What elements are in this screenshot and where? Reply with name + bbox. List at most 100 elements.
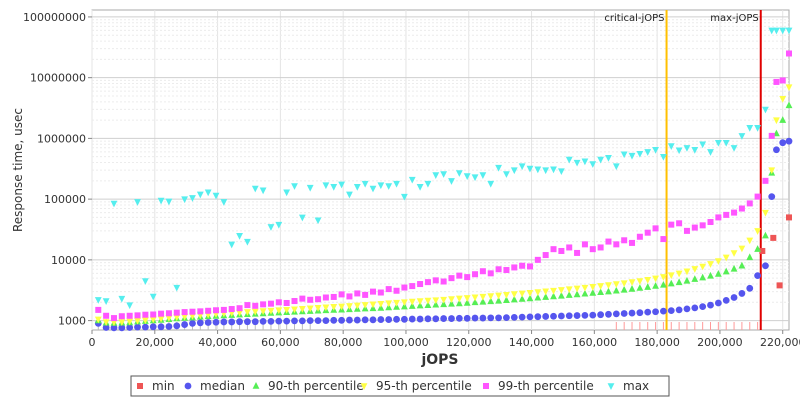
data-point: [338, 181, 346, 189]
data-point: [456, 272, 463, 279]
data-point: [565, 291, 573, 298]
data-point: [738, 290, 746, 297]
data-point: [503, 267, 510, 274]
data-point: [298, 305, 306, 313]
y-tick-label: 10000000: [30, 72, 86, 85]
data-point: [259, 308, 267, 315]
data-point: [181, 309, 188, 316]
data-point: [511, 264, 518, 271]
data-point: [385, 183, 393, 190]
data-point: [377, 300, 385, 308]
data-point: [573, 285, 581, 293]
data-point: [542, 288, 550, 296]
data-point: [683, 276, 691, 284]
data-point: [432, 172, 440, 179]
data-point: [259, 187, 267, 195]
data-point: [495, 292, 502, 300]
y-tick-label: 100000: [44, 193, 86, 206]
data-point: [510, 291, 518, 299]
data-point: [385, 300, 393, 308]
data-point: [385, 316, 393, 323]
data-point: [534, 289, 542, 296]
data-point: [314, 304, 322, 312]
legend-marker: [137, 383, 143, 389]
data-point: [773, 27, 780, 35]
legend-label: 90-th percentile: [268, 379, 364, 393]
data-point: [369, 316, 377, 324]
data-point: [463, 295, 471, 302]
y-tick-label: 1000: [58, 315, 86, 328]
data-point: [298, 317, 306, 325]
data-point: [738, 261, 746, 269]
data-point: [759, 247, 766, 254]
data-point: [142, 311, 149, 318]
data-point: [275, 317, 283, 325]
data-point: [510, 295, 518, 303]
data-point: [354, 290, 361, 297]
x-axis-title: jOPS: [420, 352, 458, 368]
data-point: [738, 205, 745, 212]
data-point: [628, 152, 636, 160]
data-point: [605, 155, 612, 162]
x-tick-label: 160,000: [572, 336, 618, 349]
data-point: [675, 147, 683, 155]
data-point: [660, 236, 667, 243]
data-point: [691, 275, 699, 282]
data-point: [768, 27, 776, 35]
data-point: [786, 50, 792, 57]
data-point: [770, 234, 777, 241]
data-point: [471, 174, 479, 182]
data-point: [479, 297, 487, 305]
data-point: [557, 312, 565, 320]
data-point: [236, 232, 243, 240]
data-point: [510, 167, 518, 175]
data-point: [141, 323, 149, 331]
data-point: [487, 293, 495, 301]
data-point: [605, 238, 612, 245]
data-point: [660, 274, 667, 281]
data-point: [636, 150, 644, 158]
data-point: [134, 317, 141, 325]
data-point: [762, 231, 769, 239]
data-point: [660, 307, 667, 315]
y-tick-label: 1000000: [37, 132, 86, 145]
data-point: [322, 317, 330, 324]
data-point: [589, 284, 597, 291]
data-point: [652, 225, 659, 232]
data-point: [102, 324, 110, 331]
data-point: [518, 163, 526, 171]
x-tick-label: 220,000: [760, 336, 800, 349]
legend-label: max: [623, 379, 649, 393]
data-point: [667, 279, 675, 287]
data-point: [393, 299, 400, 307]
data-point: [723, 211, 730, 218]
data-point: [707, 149, 714, 156]
data-point: [768, 167, 776, 175]
data-point: [730, 250, 738, 257]
data-point: [518, 290, 526, 298]
data-point: [440, 171, 448, 178]
legend-marker: [184, 382, 192, 390]
data-point: [779, 95, 787, 103]
data-point: [762, 209, 769, 217]
data-point: [597, 244, 604, 251]
x-tick-label: 0: [89, 336, 96, 349]
data-point: [251, 318, 259, 326]
data-point: [746, 284, 754, 292]
data-point: [196, 191, 204, 199]
data-point: [126, 324, 134, 331]
data-point: [605, 287, 612, 295]
data-point: [699, 273, 707, 281]
data-point: [267, 317, 275, 325]
data-point: [165, 315, 173, 322]
data-point: [291, 298, 298, 305]
data-point: [189, 195, 196, 202]
data-point: [291, 183, 298, 190]
data-point: [244, 309, 251, 316]
x-tick-label: 20,000: [136, 336, 175, 349]
data-point: [566, 244, 573, 251]
data-point: [620, 285, 628, 293]
data-point: [495, 164, 502, 172]
data-point: [487, 314, 495, 322]
data-point: [173, 322, 181, 330]
